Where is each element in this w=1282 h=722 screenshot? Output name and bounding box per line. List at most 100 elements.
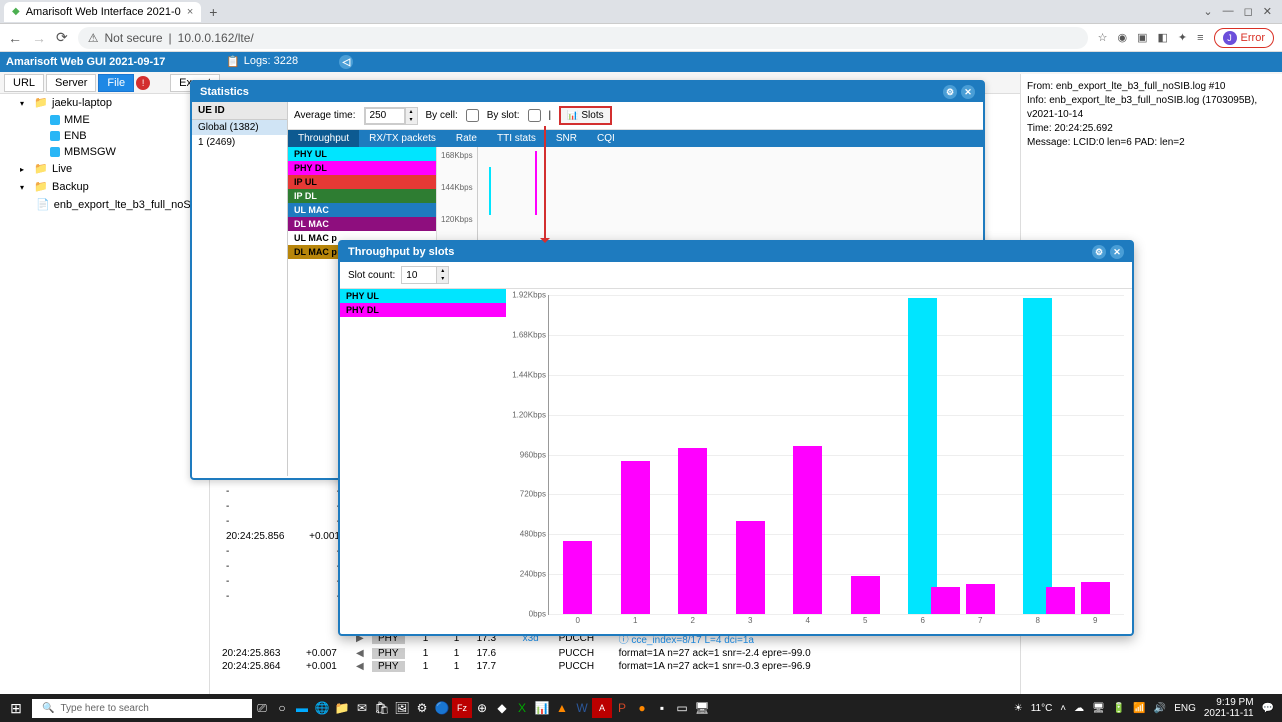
powerpoint-icon[interactable]: P — [612, 698, 632, 718]
tree-item[interactable]: ▸Live — [0, 160, 209, 178]
acrobat-icon[interactable]: A — [592, 698, 612, 718]
tree-item[interactable]: enb_export_lte_b3_full_noSIB.log● — [0, 196, 209, 214]
slots-title-bar[interactable]: Throughput by slots ⚙ ✕ — [340, 242, 1132, 262]
tree-item[interactable]: MME — [0, 112, 209, 128]
log-row[interactable]: 20:24:25.863+0.007◀PHY1117.6PUCCHformat=… — [218, 647, 1014, 660]
timestamp-row: -- — [218, 514, 348, 529]
logs-badge[interactable]: 📋 Logs: 3228 — [218, 52, 306, 70]
extensions-icon[interactable]: ✦ — [1178, 31, 1187, 44]
tray-icon[interactable]: ☁ — [1074, 703, 1084, 714]
ext-icon[interactable]: ◧ — [1158, 31, 1168, 44]
taskbar-app-icon[interactable]: ⚙ — [412, 698, 432, 718]
avg-time-input[interactable]: ▴▾ — [364, 107, 418, 125]
chrome-icon[interactable]: 🔵 — [432, 698, 452, 718]
word-icon[interactable]: W — [572, 698, 592, 718]
filezilla-icon[interactable]: Fz — [452, 698, 472, 718]
maximize-icon[interactable]: ◻ — [1244, 5, 1253, 18]
url-button[interactable]: URL — [4, 74, 44, 92]
taskbar-app-icon[interactable]: 📊 — [532, 698, 552, 718]
ue-item[interactable]: Global (1382) — [192, 120, 287, 135]
slot-count-input[interactable]: ▴▾ — [401, 266, 449, 284]
taskbar-app-icon[interactable]: ▭ — [672, 698, 692, 718]
info-line: Time: 20:24:25.692 — [1027, 122, 1276, 136]
legend-item[interactable]: IP UL — [288, 175, 436, 189]
legend-item[interactable]: PHY UL — [288, 147, 436, 161]
legend-item[interactable]: IP DL — [288, 189, 436, 203]
tray-chevron-icon[interactable]: ˄ — [1060, 703, 1066, 714]
tab-rx-tx-packets[interactable]: RX/TX packets — [359, 130, 446, 147]
ue-item[interactable]: 1 (2469) — [192, 135, 287, 150]
log-row[interactable]: 20:24:25.864+0.001◀PHY1117.7PUCCHformat=… — [218, 660, 1014, 673]
taskbar-app-icon[interactable]: ● — [632, 698, 652, 718]
taskbar-app-icon[interactable]: 🖥 — [692, 698, 712, 718]
timestamp-row: -- — [218, 484, 348, 499]
explorer-icon[interactable]: 📁 — [332, 698, 352, 718]
tray-icon[interactable]: 🔋 — [1113, 703, 1125, 714]
star-icon[interactable]: ☆ — [1098, 31, 1108, 44]
file-button[interactable]: File — [98, 74, 134, 92]
tab-rate[interactable]: Rate — [446, 130, 487, 147]
url-input[interactable]: ⚠ Not secure | 10.0.0.162/lte/ — [78, 27, 1088, 49]
tab-snr[interactable]: SNR — [546, 130, 587, 147]
minimize-icon[interactable]: — — [1223, 5, 1234, 18]
alert-badge[interactable]: ! — [136, 76, 150, 90]
back-icon[interactable]: ← — [8, 30, 22, 46]
tree-item[interactable]: MBMSGW — [0, 144, 209, 160]
taskbar-search[interactable]: 🔍 Type here to search — [32, 699, 252, 718]
terminal-icon[interactable]: ▪ — [652, 698, 672, 718]
taskbar-app-icon[interactable]: ◆ — [492, 698, 512, 718]
chevron-down-icon[interactable]: ⌄ — [1203, 5, 1212, 18]
legend-item[interactable]: PHY DL — [288, 161, 436, 175]
taskbar-app-icon[interactable]: ▬ — [292, 698, 312, 718]
tray-icon[interactable]: 🖥 — [1092, 703, 1105, 714]
reading-list-icon[interactable]: ≡ — [1197, 32, 1203, 44]
legend-item[interactable]: UL MAC — [288, 203, 436, 217]
chart-bar — [793, 446, 822, 614]
browser-tab[interactable]: ◆ Amarisoft Web Interface 2021-0 × — [4, 2, 201, 22]
notifications-icon[interactable]: 💬 — [1262, 703, 1274, 714]
tab-close-icon[interactable]: × — [187, 6, 193, 18]
photos-icon[interactable]: 🖼 — [392, 698, 412, 718]
legend-item[interactable]: DL MAC — [288, 217, 436, 231]
slots-button[interactable]: Slots — [559, 106, 611, 125]
start-button[interactable]: ⊞ — [0, 700, 32, 717]
wifi-icon[interactable]: 📶 — [1133, 703, 1145, 714]
new-tab-button[interactable]: + — [201, 4, 225, 20]
reload-icon[interactable]: ⟳ — [56, 29, 68, 46]
tree-item[interactable]: ▾jaeku-laptop — [0, 94, 209, 112]
statistics-title-bar[interactable]: Statistics ⚙ ✕ — [192, 82, 983, 102]
ext-icon[interactable]: ◉ — [1117, 31, 1127, 44]
volume-icon[interactable]: 🔊 — [1154, 703, 1166, 714]
edge-icon[interactable]: 🌐 — [312, 698, 332, 718]
profile-error-badge[interactable]: J Error — [1214, 28, 1274, 48]
server-button[interactable]: Server — [46, 74, 96, 92]
lang-label[interactable]: ENG — [1174, 703, 1196, 714]
legend-item[interactable]: PHY DL — [340, 303, 506, 317]
slots-controls: Slot count: ▴▾ — [340, 262, 1132, 289]
window-close-icon[interactable]: ✕ — [1110, 245, 1124, 259]
tab-cqi[interactable]: CQI — [587, 130, 625, 147]
tab-tti-stats[interactable]: TTI stats — [487, 130, 546, 147]
taskbar-app-icon[interactable]: ▲ — [552, 698, 572, 718]
window-gear-icon[interactable]: ⚙ — [943, 85, 957, 99]
cortana-icon[interactable]: ○ — [272, 698, 292, 718]
tab-throughput[interactable]: Throughput — [288, 130, 359, 147]
legend-item[interactable]: PHY UL — [340, 289, 506, 303]
tree-item[interactable]: ▾Backup — [0, 178, 209, 196]
store-icon[interactable]: 🛍 — [372, 698, 392, 718]
forward-icon[interactable]: → — [32, 30, 46, 46]
task-view-icon[interactable]: ⎚ — [252, 698, 272, 718]
by-cell-checkbox[interactable] — [466, 109, 479, 122]
window-gear-icon[interactable]: ⚙ — [1092, 245, 1106, 259]
panel-close-icon[interactable]: ◁ — [339, 55, 353, 69]
ext-icon[interactable]: ▣ — [1137, 31, 1147, 44]
weather-icon[interactable]: ☀ — [1014, 703, 1023, 714]
tree-item[interactable]: ENB — [0, 128, 209, 144]
clock-time[interactable]: 9:19 PM — [1204, 697, 1254, 708]
taskbar-app-icon[interactable]: ⊕ — [472, 698, 492, 718]
window-close-icon[interactable]: ✕ — [961, 85, 975, 99]
mail-icon[interactable]: ✉ — [352, 698, 372, 718]
by-slot-checkbox[interactable] — [528, 109, 541, 122]
close-icon[interactable]: ✕ — [1263, 5, 1272, 18]
excel-icon[interactable]: X — [512, 698, 532, 718]
